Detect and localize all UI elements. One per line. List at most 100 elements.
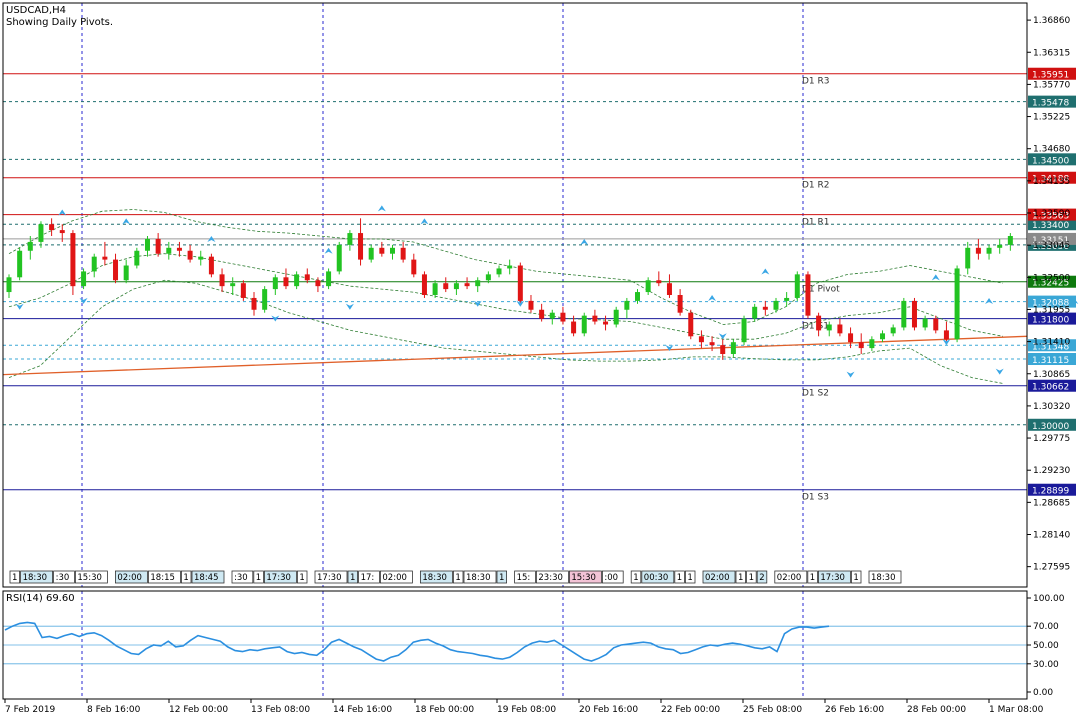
event-text-19[interactable]: 1	[499, 573, 504, 583]
candle-body-74[interactable]	[794, 274, 800, 298]
candle-body-49[interactable]	[528, 300, 534, 310]
event-text-31[interactable]: 2	[759, 573, 764, 583]
event-box-15[interactable]	[379, 570, 413, 584]
event-box-8[interactable]	[231, 570, 254, 584]
candle-body-41[interactable]	[443, 283, 449, 290]
candle-body-23[interactable]	[251, 297, 257, 310]
candle-body-61[interactable]	[656, 280, 662, 284]
event-text-20[interactable]: 15:	[517, 573, 531, 583]
candle-body-77[interactable]	[826, 324, 832, 331]
candle-body-18[interactable]	[198, 256, 204, 260]
candle-body-31[interactable]	[336, 244, 342, 272]
candle-body-59[interactable]	[635, 292, 641, 301]
event-box-18[interactable]	[463, 570, 497, 584]
candle-body-67[interactable]	[720, 345, 726, 354]
event-text-5[interactable]: 18:15	[150, 573, 175, 583]
candle-body-82[interactable]	[880, 333, 886, 340]
event-text-32[interactable]: 02:00	[777, 573, 802, 583]
event-text-26[interactable]: 1	[677, 573, 682, 583]
event-text-8[interactable]: :30	[234, 573, 248, 583]
candle-body-14[interactable]	[155, 238, 161, 254]
event-box-21[interactable]	[536, 570, 569, 584]
event-text-29[interactable]: 1	[738, 573, 743, 583]
candle-body-13[interactable]	[144, 238, 150, 251]
candle-body-69[interactable]	[741, 318, 747, 343]
event-box-9[interactable]	[253, 570, 264, 584]
event-text-4[interactable]: 02:00	[117, 573, 141, 583]
event-box-27[interactable]	[685, 570, 696, 584]
event-text-21[interactable]: 23:30	[538, 573, 563, 583]
event-markers[interactable]: 1 18:30:30 15:30 02:00 18:15 1 18:45:30 1 17:30 1…	[9, 570, 902, 584]
event-box-36[interactable]	[868, 570, 902, 584]
candle-body-42[interactable]	[453, 283, 459, 290]
candle-body-78[interactable]	[837, 324, 843, 334]
candle-body-4[interactable]	[49, 224, 55, 231]
candle-body-5[interactable]	[59, 230, 65, 234]
candle-body-38[interactable]	[411, 259, 417, 275]
candle-body-9[interactable]	[102, 256, 108, 260]
event-box-23[interactable]	[602, 570, 624, 584]
candle-body-89[interactable]	[954, 268, 960, 340]
event-box-5[interactable]	[147, 570, 181, 584]
candle-body-76[interactable]	[816, 315, 822, 331]
candle-body-84[interactable]	[901, 300, 907, 328]
candle-body-43[interactable]	[464, 283, 470, 287]
event-box-29[interactable]	[735, 570, 747, 584]
event-box-14[interactable]	[358, 570, 380, 584]
candle-body-65[interactable]	[698, 336, 704, 343]
candle-body-8[interactable]	[91, 256, 97, 272]
candles[interactable]	[6, 218, 1013, 360]
event-box-3[interactable]	[75, 570, 108, 584]
event-text-2[interactable]: :30	[56, 573, 70, 583]
candle-body-16[interactable]	[176, 247, 182, 251]
event-box-28[interactable]	[702, 570, 736, 584]
candle-body-45[interactable]	[485, 274, 491, 281]
candle-body-10[interactable]	[113, 259, 119, 281]
event-box-19[interactable]	[496, 570, 508, 584]
candle-body-33[interactable]	[358, 233, 364, 260]
event-text-3[interactable]: 15:30	[77, 573, 102, 583]
candle-body-66[interactable]	[709, 342, 715, 346]
event-text-6[interactable]: 1	[183, 573, 188, 583]
candle-body-56[interactable]	[603, 321, 609, 325]
event-box-4[interactable]	[115, 570, 148, 584]
event-text-22[interactable]: 15:30	[571, 573, 596, 583]
candle-body-88[interactable]	[943, 330, 949, 340]
candle-body-70[interactable]	[752, 306, 758, 319]
candle-body-83[interactable]	[890, 327, 896, 334]
event-text-0[interactable]: 1	[12, 573, 17, 583]
candle-body-75[interactable]	[805, 274, 811, 316]
candle-body-81[interactable]	[869, 339, 875, 349]
event-box-25[interactable]	[641, 570, 675, 584]
candle-body-85[interactable]	[911, 300, 917, 328]
event-text-23[interactable]: :00	[604, 573, 618, 583]
candle-body-44[interactable]	[475, 280, 481, 287]
candle-body-94[interactable]	[1007, 236, 1013, 245]
candle-body-58[interactable]	[624, 300, 630, 310]
event-text-28[interactable]: 02:00	[705, 573, 730, 583]
candle-body-72[interactable]	[773, 300, 779, 310]
candle-body-35[interactable]	[379, 247, 385, 254]
candle-body-7[interactable]	[81, 271, 87, 287]
candle-body-37[interactable]	[400, 247, 406, 260]
event-text-14[interactable]: 17:	[361, 573, 375, 583]
candle-body-39[interactable]	[421, 274, 427, 295]
candle-body-51[interactable]	[549, 312, 555, 319]
candle-body-60[interactable]	[645, 280, 651, 293]
candle-body-47[interactable]	[507, 265, 513, 269]
event-box-6[interactable]	[180, 570, 192, 584]
candle-body-20[interactable]	[219, 274, 225, 287]
event-box-10[interactable]	[263, 570, 297, 584]
event-text-33[interactable]: 1	[810, 573, 815, 583]
event-text-17[interactable]: 1	[455, 573, 460, 583]
candle-body-48[interactable]	[517, 265, 523, 301]
event-text-18[interactable]: 18:30	[466, 573, 491, 583]
event-box-17[interactable]	[452, 570, 464, 584]
candle-body-52[interactable]	[560, 312, 566, 322]
candle-body-11[interactable]	[123, 265, 129, 281]
candle-body-21[interactable]	[230, 283, 236, 287]
candle-body-62[interactable]	[666, 283, 672, 295]
candle-body-50[interactable]	[539, 309, 545, 319]
event-box-11[interactable]	[296, 570, 308, 584]
event-text-10[interactable]: 17:30	[266, 573, 291, 583]
